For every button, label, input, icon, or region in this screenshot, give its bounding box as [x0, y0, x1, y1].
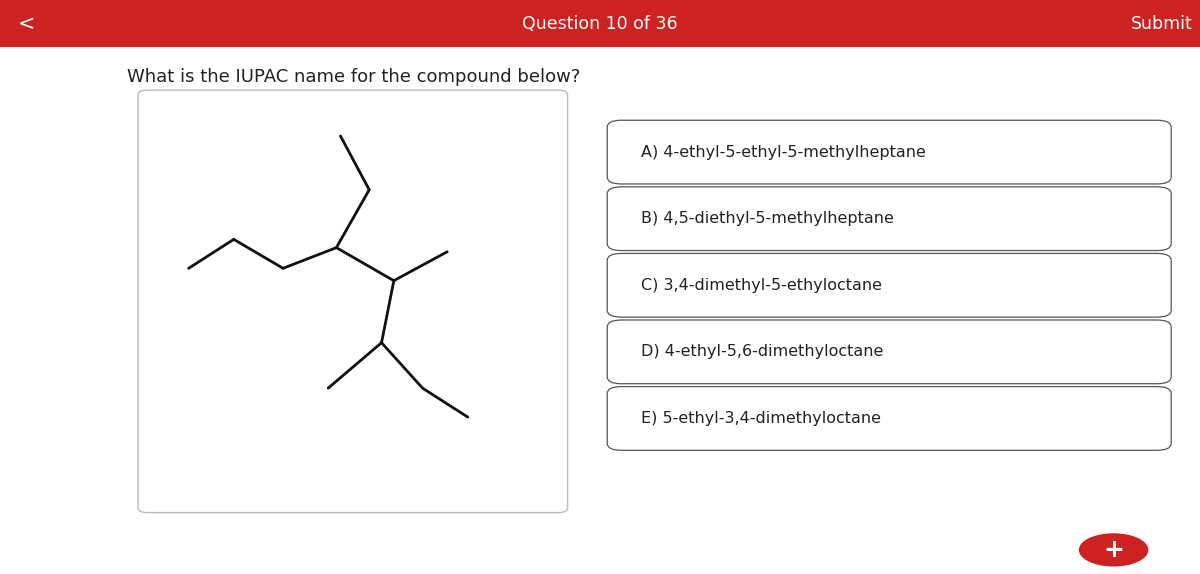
- Text: C) 3,4-dimethyl-5-ethyloctane: C) 3,4-dimethyl-5-ethyloctane: [641, 278, 882, 293]
- FancyBboxPatch shape: [607, 320, 1171, 384]
- FancyBboxPatch shape: [138, 90, 568, 513]
- Text: Submit: Submit: [1130, 14, 1193, 33]
- Text: A) 4-ethyl-5-ethyl-5-methylheptane: A) 4-ethyl-5-ethyl-5-methylheptane: [641, 145, 925, 160]
- Text: B) 4,5-diethyl-5-methylheptane: B) 4,5-diethyl-5-methylheptane: [641, 211, 894, 226]
- Text: What is the IUPAC name for the compound below?: What is the IUPAC name for the compound …: [127, 68, 581, 87]
- FancyBboxPatch shape: [607, 387, 1171, 450]
- FancyBboxPatch shape: [0, 0, 1200, 47]
- Text: Question 10 of 36: Question 10 of 36: [522, 14, 678, 33]
- Text: +: +: [1103, 538, 1124, 562]
- FancyBboxPatch shape: [607, 187, 1171, 250]
- FancyBboxPatch shape: [607, 121, 1171, 184]
- Circle shape: [1079, 533, 1148, 567]
- Text: D) 4-ethyl-5,6-dimethyloctane: D) 4-ethyl-5,6-dimethyloctane: [641, 344, 883, 359]
- Text: E) 5-ethyl-3,4-dimethyloctane: E) 5-ethyl-3,4-dimethyloctane: [641, 411, 881, 426]
- Text: <: <: [18, 14, 35, 33]
- FancyBboxPatch shape: [607, 254, 1171, 317]
- FancyBboxPatch shape: [0, 47, 1200, 574]
